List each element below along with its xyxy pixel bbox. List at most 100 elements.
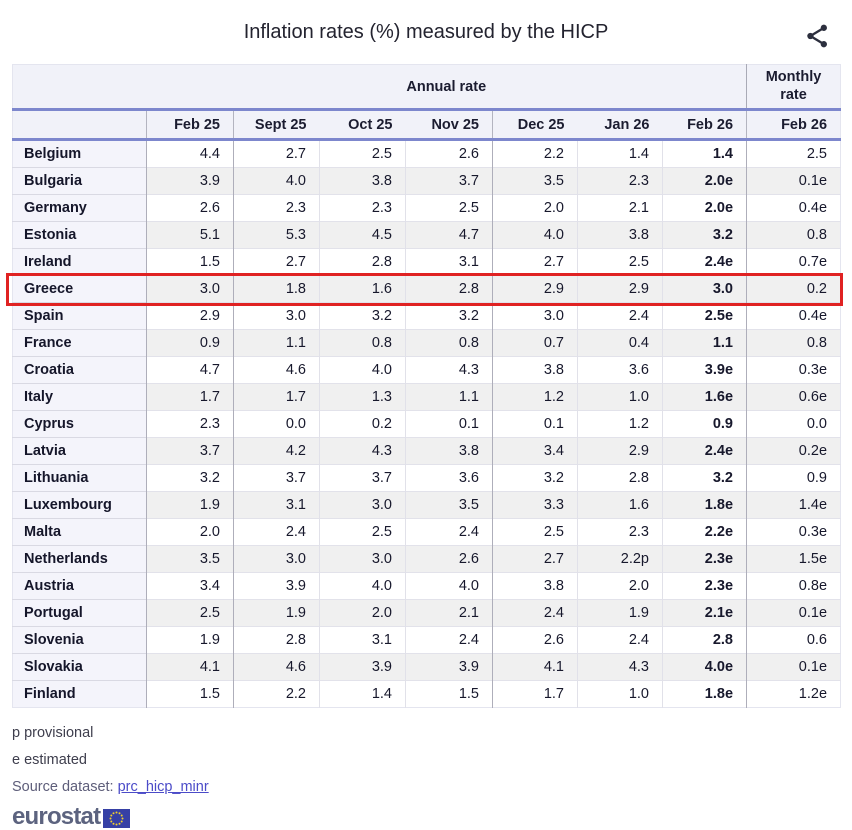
value-cell: 2.4 (577, 626, 663, 654)
value-cell: 2.6 (405, 545, 493, 573)
value-cell: 2.6 (146, 194, 234, 222)
value-cell: 2.3 (319, 194, 406, 222)
value-cell: 1.6 (319, 275, 406, 303)
value-cell: 2.7 (492, 248, 578, 276)
value-cell: 3.7 (405, 167, 493, 195)
value-cell: 3.9 (146, 167, 234, 195)
value-cell: 2.8 (577, 464, 663, 492)
value-cell: 1.8 (233, 275, 320, 303)
value-cell: 2.2 (233, 680, 320, 708)
corner-cell (12, 109, 147, 141)
value-cell: 0.2 (319, 410, 406, 438)
table-row: Italy 1.7 1.7 1.3 1.1 1.2 1.0 1.6e 0.6e (12, 383, 841, 411)
page-title: Inflation rates (%) measured by the HICP (243, 21, 609, 43)
value-cell: 5.1 (146, 221, 234, 249)
value-cell: 2.4e (661, 248, 747, 276)
country-cell: Austria (12, 572, 147, 600)
table-row: Malta 2.0 2.4 2.5 2.4 2.5 2.3 2.2e 0.3e (12, 518, 841, 546)
value-cell: 3.8 (577, 221, 663, 249)
highlighted-table-row: Greece 3.0 1.8 1.6 2.8 2.9 2.9 3.0 0.2 (12, 275, 841, 303)
value-cell: 4.5 (319, 221, 406, 249)
country-cell: Cyprus (12, 410, 147, 438)
value-cell: 5.3 (233, 221, 320, 249)
value-cell: 2.9 (577, 437, 663, 465)
value-cell: 1.9 (233, 599, 320, 627)
table-row: Slovenia 1.9 2.8 3.1 2.4 2.6 2.4 2.8 0.6 (12, 626, 841, 654)
value-cell: 2.5 (319, 139, 406, 168)
source-dataset-label: Source dataset: (12, 779, 114, 795)
value-cell: 0.0 (233, 410, 320, 438)
table-row: Estonia 5.1 5.3 4.5 4.7 4.0 3.8 3.2 0.8 (12, 221, 841, 249)
column-header-annual: Feb 25 (146, 109, 234, 141)
value-cell: 3.8 (492, 356, 578, 384)
table-row: Latvia 3.7 4.2 4.3 3.8 3.4 2.9 2.4e 0.2e (12, 437, 841, 465)
value-cell: 3.7 (233, 464, 320, 492)
value-cell: 4.0 (233, 167, 320, 195)
value-cell: 0.9 (661, 410, 747, 438)
value-cell: 2.4e (661, 437, 747, 465)
value-cell: 2.2 (492, 139, 578, 168)
value-cell: 3.6 (577, 356, 663, 384)
value-cell: 1.8e (661, 680, 747, 708)
monthly-value-cell: 0.7e (746, 248, 841, 276)
monthly-value-cell: 0.6 (746, 626, 841, 654)
value-cell: 4.1 (492, 653, 578, 681)
value-cell: 4.0e (661, 653, 747, 681)
source-dataset-link[interactable]: prc_hicp_minr (117, 779, 209, 795)
column-header-row: Feb 25 Sept 25 Oct 25 Nov 25 Dec 25 Jan 26 Feb… (12, 109, 841, 141)
country-cell: Spain (12, 302, 147, 330)
monthly-value-cell: 0.3e (746, 356, 841, 384)
eurostat-logo[interactable]: eurostat (12, 805, 131, 829)
value-cell: 1.2 (492, 383, 578, 411)
value-cell: 3.4 (492, 437, 578, 465)
column-header-annual: Sept 25 (233, 109, 320, 141)
monthly-value-cell: 0.3e (746, 518, 841, 546)
monthly-value-cell: 2.5 (746, 139, 841, 168)
value-cell: 2.9 (492, 275, 578, 303)
country-cell: Portugal (12, 599, 147, 627)
value-cell: 2.2p (577, 545, 663, 573)
value-cell: 3.9e (661, 356, 747, 384)
value-cell: 4.2 (233, 437, 320, 465)
value-cell: 2.0 (492, 194, 578, 222)
value-cell: 2.5 (319, 518, 406, 546)
value-cell: 1.1 (405, 383, 493, 411)
share-icon[interactable] (804, 22, 832, 50)
value-cell: 0.7 (492, 329, 578, 357)
monthly-value-cell: 0.8e (746, 572, 841, 600)
value-cell: 2.3 (577, 167, 663, 195)
value-cell: 1.9 (577, 599, 663, 627)
monthly-value-cell: 0.2e (746, 437, 841, 465)
value-cell: 2.3e (661, 572, 747, 600)
value-cell: 1.4 (319, 680, 406, 708)
column-header-monthly: Feb 26 (746, 109, 841, 141)
value-cell: 1.7 (146, 383, 234, 411)
table-row: Portugal 2.5 1.9 2.0 2.1 2.4 1.9 2.1e 0.1e (12, 599, 841, 627)
value-cell: 1.1 (233, 329, 320, 357)
country-cell: Croatia (12, 356, 147, 384)
value-cell: 2.4 (577, 302, 663, 330)
value-cell: 1.6e (661, 383, 747, 411)
value-cell: 0.9 (146, 329, 234, 357)
value-cell: 1.0 (577, 680, 663, 708)
value-cell: 3.6 (405, 464, 493, 492)
value-cell: 2.5e (661, 302, 747, 330)
monthly-rate-group-header: Monthly rate (746, 64, 841, 111)
value-cell: 3.7 (319, 464, 406, 492)
value-cell: 2.0 (146, 518, 234, 546)
value-cell: 4.0 (319, 572, 406, 600)
value-cell: 2.8 (319, 248, 406, 276)
value-cell: 1.7 (492, 680, 578, 708)
value-cell: 1.6 (577, 491, 663, 519)
table-row: Ireland 1.5 2.7 2.8 3.1 2.7 2.5 2.4e 0.7e (12, 248, 841, 276)
value-cell: 3.0 (319, 545, 406, 573)
country-cell: France (12, 329, 147, 357)
value-cell: 2.3 (233, 194, 320, 222)
value-cell: 0.1 (492, 410, 578, 438)
country-cell: Belgium (12, 139, 147, 168)
country-cell: Ireland (12, 248, 147, 276)
value-cell: 3.0 (661, 275, 747, 303)
table-row: Austria 3.4 3.9 4.0 4.0 3.8 2.0 2.3e 0.8e (12, 572, 841, 600)
value-cell: 1.5 (146, 248, 234, 276)
monthly-value-cell: 0.4e (746, 302, 841, 330)
